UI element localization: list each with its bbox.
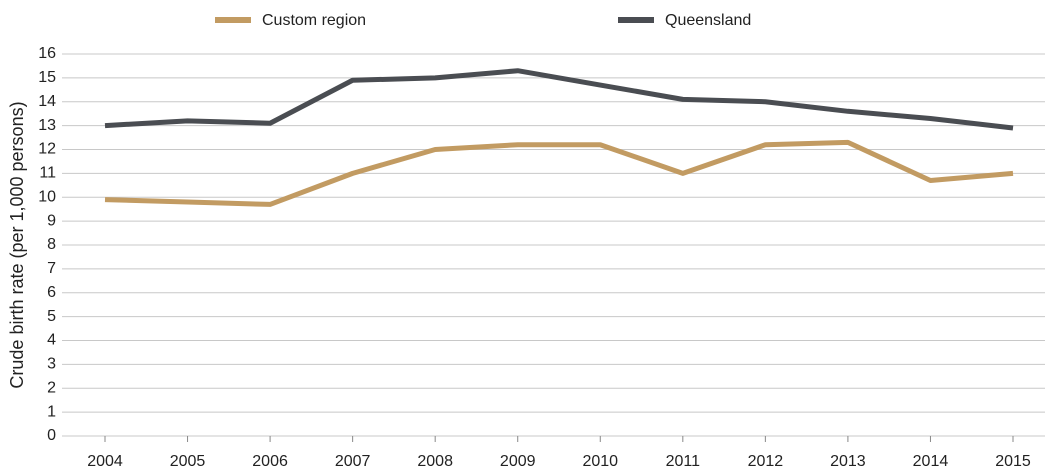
y-tick-label: 8 xyxy=(47,236,56,253)
x-tick-label: 2009 xyxy=(500,453,536,470)
y-tick-label: 10 xyxy=(38,188,56,205)
x-tick-label: 2013 xyxy=(830,453,866,470)
y-tick-label: 16 xyxy=(38,45,56,62)
x-tick-label: 2011 xyxy=(666,453,701,470)
y-tick-label: 7 xyxy=(47,260,56,277)
y-tick-label: 12 xyxy=(38,141,56,158)
series-line xyxy=(104,68,1014,131)
y-tick-label: 3 xyxy=(47,356,56,373)
legend-label: Queensland xyxy=(665,12,751,29)
series-line xyxy=(104,139,1014,207)
y-tick-label: 0 xyxy=(47,427,56,444)
y-tick-label: 13 xyxy=(38,117,56,134)
x-tick-label: 2012 xyxy=(748,453,784,470)
x-tick-label: 2004 xyxy=(87,453,123,470)
y-tick-label: 11 xyxy=(39,165,56,182)
x-tick-label: 2015 xyxy=(995,453,1031,470)
y-tick-label: 5 xyxy=(47,308,56,325)
x-tick-label: 2014 xyxy=(913,453,949,470)
x-tick-label: 2010 xyxy=(582,453,618,470)
y-tick-label: 2 xyxy=(47,379,56,396)
y-tick-label: 15 xyxy=(38,69,56,86)
legend-label: Custom region xyxy=(262,12,366,29)
y-tick-label: 1 xyxy=(47,403,56,420)
x-tick-label: 2006 xyxy=(252,453,288,470)
y-tick-label: 4 xyxy=(47,332,56,349)
x-tick-label: 2008 xyxy=(417,453,453,470)
y-tick-label: 6 xyxy=(47,284,56,301)
y-tick-label: 14 xyxy=(38,93,56,110)
x-tick-label: 2007 xyxy=(335,453,371,470)
x-tick-label: 2005 xyxy=(170,453,206,470)
y-axis-label: Crude birth rate (per 1,000 persons) xyxy=(7,101,27,388)
y-tick-label: 9 xyxy=(47,212,56,229)
